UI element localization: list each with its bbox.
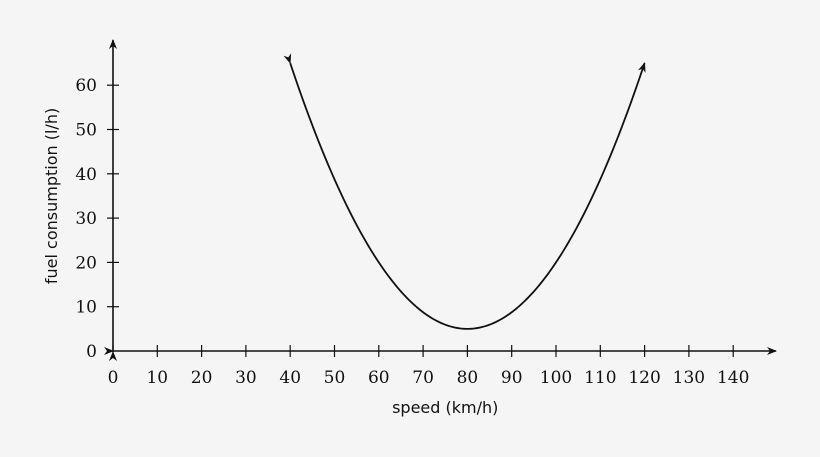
x-tick-label: 10 — [146, 368, 168, 388]
x-tick-label: 30 — [235, 368, 257, 388]
x-tick-label: 130 — [673, 368, 705, 388]
x-ticks: 0 10 20 30 40 50 60 70 80 90 100 110 120 130 140 — [108, 345, 749, 388]
y-tick-label: 60 — [75, 76, 97, 96]
x-tick-label: 50 — [324, 368, 346, 388]
x-tick-label: 20 — [191, 368, 213, 388]
y-axis-label: fuel consumption (l/h) — [42, 108, 61, 284]
x-tick-label: 110 — [584, 368, 616, 388]
y-tick-label: 10 — [75, 298, 97, 318]
y-ticks: 0 10 20 30 40 50 60 — [75, 76, 119, 362]
x-tick-label: 100 — [540, 368, 572, 388]
y-tick-label: 40 — [75, 165, 97, 185]
x-tick-label: 120 — [628, 368, 660, 388]
x-axis-label: speed (km/h) — [392, 398, 498, 417]
x-tick-label: 0 — [108, 368, 119, 388]
fuel-consumption-curve — [283, 53, 646, 330]
y-tick-label: 30 — [75, 209, 97, 229]
x-tick-label: 40 — [279, 368, 301, 388]
x-tick-label: 60 — [368, 368, 390, 388]
x-tick-label: 90 — [501, 368, 523, 388]
y-tick-label: 50 — [75, 121, 97, 141]
y-tick-label: 0 — [86, 342, 97, 362]
x-tick-label: 80 — [457, 368, 479, 388]
y-tick-label: 20 — [75, 253, 97, 273]
x-tick-label: 70 — [412, 368, 434, 388]
x-tick-label: 140 — [717, 368, 749, 388]
